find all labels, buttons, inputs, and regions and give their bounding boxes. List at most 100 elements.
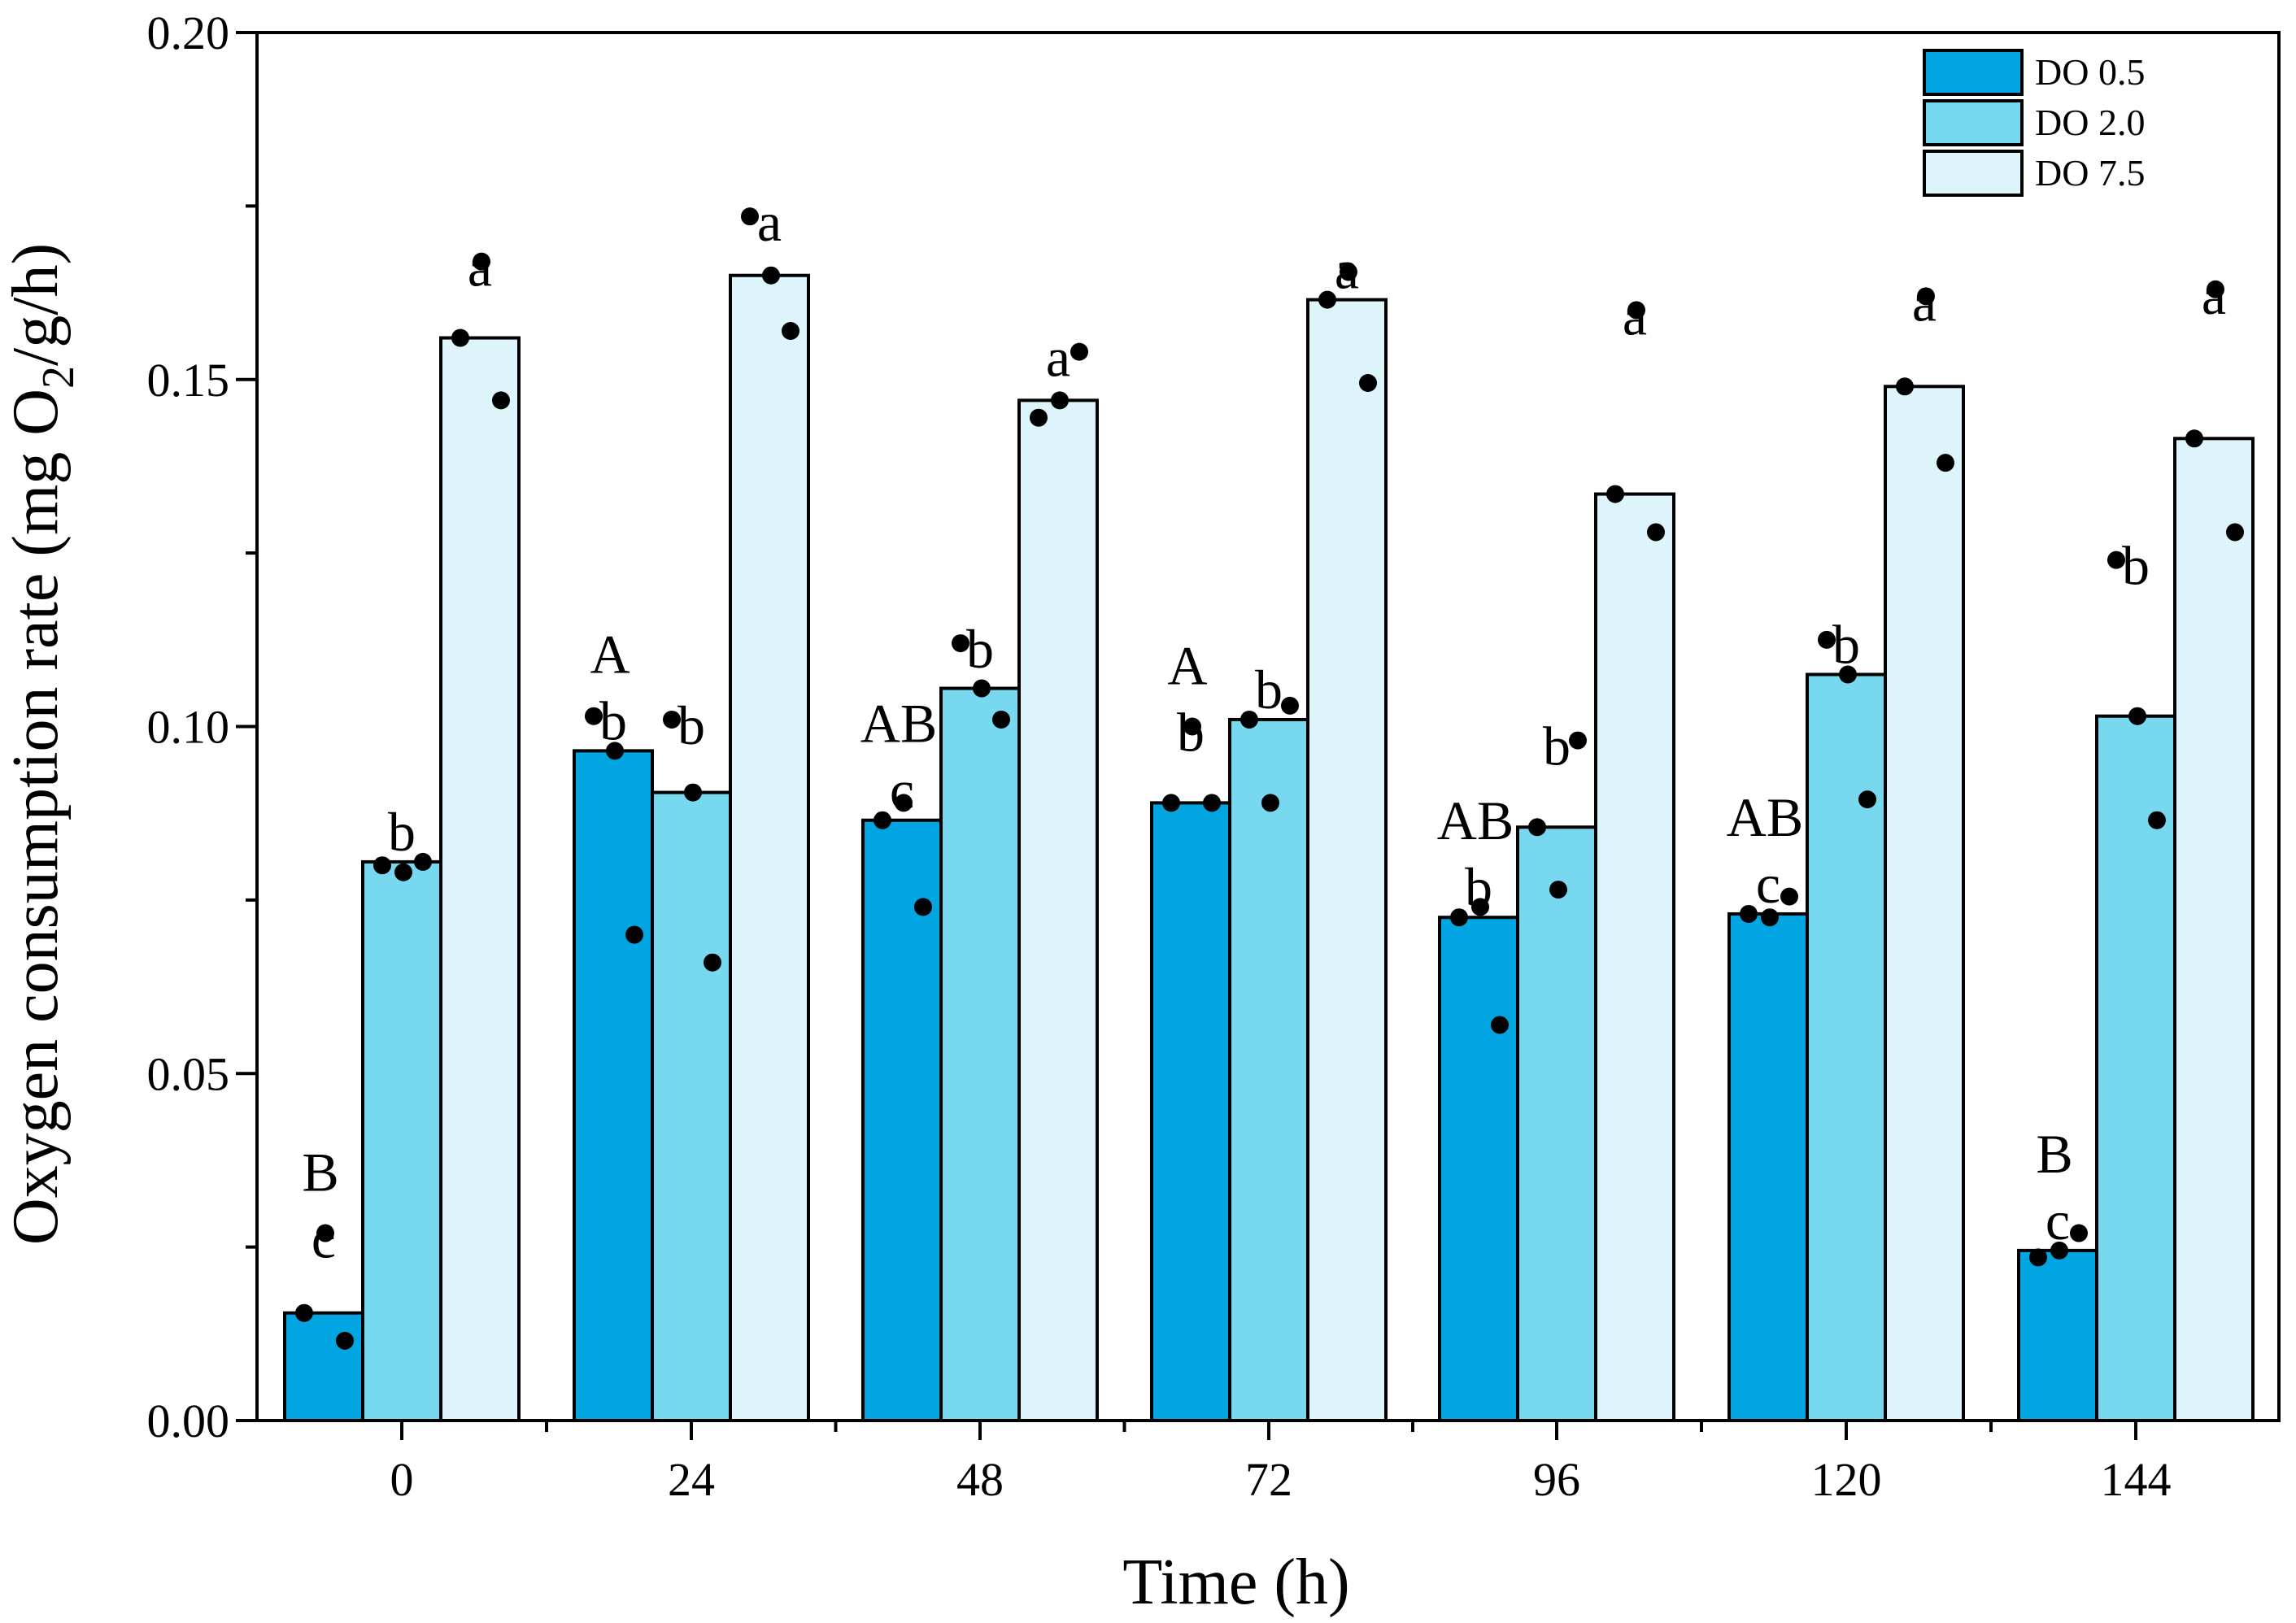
data-point — [684, 783, 702, 802]
data-point — [1917, 287, 1935, 306]
data-point — [2148, 811, 2166, 829]
data-point — [1839, 665, 1857, 684]
bar-do-7.5-72 — [1306, 298, 1388, 1422]
bar-do-7.5-144 — [2173, 437, 2255, 1422]
significance-letter-upper: B — [302, 1142, 338, 1203]
y-axis-title: Oxygen consumption rate (mg O2/g/h) — [0, 243, 84, 1245]
data-point — [1051, 391, 1069, 410]
data-point — [394, 863, 412, 881]
bar-do-7.5-24 — [729, 273, 810, 1423]
y-tick-label: 0.00 — [147, 1395, 230, 1447]
data-point — [1450, 908, 1468, 927]
data-point — [1858, 790, 1876, 809]
bar-do-2.0-24 — [651, 790, 732, 1422]
significance-letter: a — [1912, 271, 1937, 333]
x-tick-label: 96 — [1533, 1453, 1580, 1506]
significance-letter: a — [2202, 264, 2226, 326]
legend-swatch — [1923, 99, 2024, 146]
y-tick-label: 0.15 — [147, 354, 230, 407]
data-point — [741, 207, 759, 226]
significance-letter: a — [757, 191, 782, 253]
significance-letter: c — [2045, 1190, 2070, 1251]
data-point — [1070, 342, 1088, 361]
significance-letter-upper: A — [1167, 635, 1207, 697]
data-point — [625, 925, 643, 944]
significance-letter: a — [1335, 239, 1359, 301]
data-point — [1491, 1016, 1509, 1034]
data-point — [782, 322, 799, 341]
legend-label: DO 2.0 — [2035, 102, 2145, 143]
data-point — [1318, 290, 1336, 309]
data-point — [2070, 1224, 2088, 1242]
significance-letter: c — [312, 1208, 336, 1270]
data-point — [1240, 710, 1258, 729]
bar-do-7.5-96 — [1594, 492, 1675, 1422]
data-point — [1896, 377, 1914, 396]
bar-do-2.0-144 — [2095, 714, 2176, 1422]
significance-letter-upper: AB — [1437, 790, 1514, 851]
data-point — [973, 679, 991, 698]
data-point — [373, 856, 391, 875]
bar-do-0.5-120 — [1727, 912, 1809, 1422]
bar-do-7.5-0 — [439, 336, 521, 1422]
y-tick-label: 0.05 — [147, 1047, 230, 1100]
x-axis-title: Time (h) — [1122, 1547, 1349, 1618]
data-point — [874, 811, 891, 829]
significance-letter-upper: AB — [1727, 786, 1803, 848]
significance-letter-upper: A — [590, 623, 630, 685]
data-point — [2050, 1241, 2068, 1260]
significance-letter: b — [599, 690, 627, 751]
data-point — [316, 1224, 334, 1242]
data-point — [585, 707, 603, 725]
significance-letter-upper: AB — [860, 693, 937, 755]
significance-letter-upper: B — [2036, 1123, 2072, 1185]
bar-do-7.5-120 — [1884, 385, 1965, 1422]
data-point — [992, 710, 1010, 729]
data-point — [663, 710, 681, 729]
data-point — [1261, 794, 1279, 812]
data-point — [451, 329, 469, 347]
data-point — [1627, 301, 1645, 320]
data-point — [295, 1303, 313, 1322]
data-point — [2029, 1248, 2047, 1267]
data-point — [1549, 881, 1567, 899]
data-point — [1281, 696, 1299, 715]
significance-letter: a — [1623, 285, 1647, 346]
legend-label: DO 0.5 — [2035, 51, 2145, 93]
data-point — [704, 953, 721, 972]
data-point — [2107, 550, 2125, 569]
significance-letter: b — [677, 694, 705, 756]
x-tick-label: 48 — [956, 1453, 1004, 1506]
data-point — [762, 266, 780, 285]
data-point — [1569, 731, 1587, 750]
data-point — [2207, 280, 2224, 298]
bar-do-7.5-48 — [1017, 398, 1099, 1423]
x-tick-label: 72 — [1245, 1453, 1292, 1506]
bar-do-2.0-96 — [1516, 825, 1597, 1422]
y-tick-label: 0.10 — [147, 701, 230, 754]
bar-do-0.5-24 — [573, 749, 654, 1422]
significance-letter: b — [966, 618, 994, 680]
significance-letter: b — [1832, 613, 1860, 675]
bar-do-2.0-0 — [361, 859, 442, 1422]
bar-do-0.5-144 — [2017, 1248, 2098, 1422]
bar-do-0.5-72 — [1150, 801, 1231, 1422]
data-point — [606, 742, 624, 760]
data-point — [2226, 523, 2244, 542]
x-tick-label: 144 — [2101, 1453, 2172, 1506]
bar-do-0.5-96 — [1438, 916, 1519, 1422]
data-point — [1780, 887, 1798, 906]
bar-do-2.0-120 — [1806, 672, 1887, 1422]
bar-do-2.0-48 — [939, 686, 1021, 1422]
data-point — [1761, 908, 1779, 927]
data-point — [2128, 707, 2146, 725]
data-point — [492, 391, 510, 410]
data-point — [1818, 630, 1836, 649]
data-point — [1606, 485, 1624, 503]
data-point — [1937, 454, 1954, 472]
significance-letter: a — [468, 237, 492, 298]
significance-letter: b — [2122, 535, 2150, 597]
bar-do-0.5-48 — [861, 818, 943, 1422]
y-tick-label: 0.20 — [147, 7, 230, 59]
